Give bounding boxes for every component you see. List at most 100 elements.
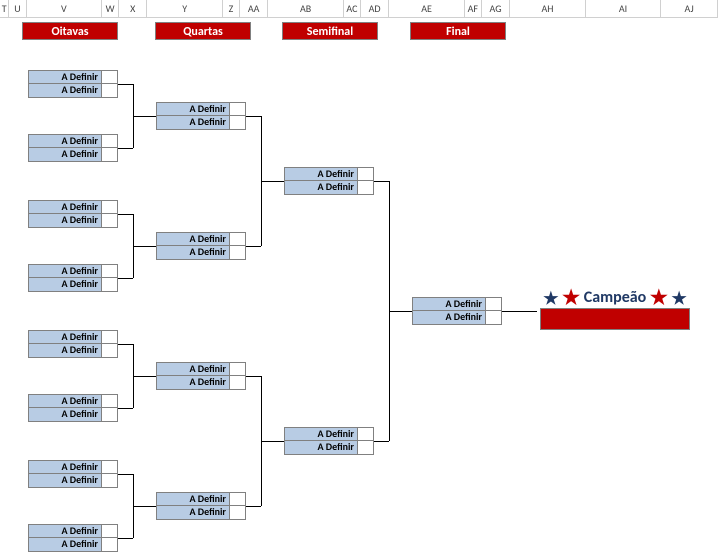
stage-header-quartas: Quartas bbox=[155, 22, 251, 40]
col-header-AF: AF bbox=[465, 0, 482, 17]
champion-box[interactable] bbox=[540, 308, 690, 330]
match-r16-3-team1[interactable]: A Definir bbox=[28, 264, 102, 278]
match-r16-7-score2[interactable] bbox=[102, 538, 118, 552]
conn-r16-qf-2-s1 bbox=[118, 344, 133, 345]
col-header-V: V bbox=[27, 0, 103, 17]
match-sf-0-team2[interactable]: A Definir bbox=[284, 181, 358, 195]
match-r16-5-team2[interactable]: A Definir bbox=[28, 408, 102, 422]
stage-header-semifinal: Semifinal bbox=[282, 22, 378, 40]
match-r16-0: A DefinirA Definir bbox=[28, 70, 118, 98]
match-r16-2-score1[interactable] bbox=[102, 200, 118, 214]
match-r16-6-score2[interactable] bbox=[102, 474, 118, 488]
match-qf-0-score1[interactable] bbox=[230, 102, 246, 116]
match-qf-3-score2[interactable] bbox=[230, 506, 246, 520]
conn-f-champ bbox=[502, 311, 537, 312]
match-r16-3-score1[interactable] bbox=[102, 264, 118, 278]
conn-sf-f-0-s1 bbox=[374, 181, 389, 182]
match-f-0-score2[interactable] bbox=[486, 311, 502, 325]
match-r16-5-team1[interactable]: A Definir bbox=[28, 394, 102, 408]
col-header-X: X bbox=[119, 0, 147, 17]
match-qf-2: A DefinirA Definir bbox=[156, 362, 246, 390]
match-sf-1-score1[interactable] bbox=[358, 427, 374, 441]
match-qf-1: A DefinirA Definir bbox=[156, 232, 246, 260]
match-r16-4-score1[interactable] bbox=[102, 330, 118, 344]
match-qf-0-team2[interactable]: A Definir bbox=[156, 116, 230, 130]
match-r16-2-score2[interactable] bbox=[102, 214, 118, 228]
match-r16-5: A DefinirA Definir bbox=[28, 394, 118, 422]
match-sf-1-team2[interactable]: A Definir bbox=[284, 441, 358, 455]
match-r16-4-team1[interactable]: A Definir bbox=[28, 330, 102, 344]
match-qf-2-score2[interactable] bbox=[230, 376, 246, 390]
match-r16-7-team2[interactable]: A Definir bbox=[28, 538, 102, 552]
match-sf-1: A DefinirA Definir bbox=[284, 427, 374, 455]
conn-r16-qf-0-s1 bbox=[118, 84, 133, 85]
match-qf-3-team1[interactable]: A Definir bbox=[156, 492, 230, 506]
match-r16-7: A DefinirA Definir bbox=[28, 524, 118, 552]
conn-r16-qf-0-s2 bbox=[118, 148, 133, 149]
match-sf-0-team1[interactable]: A Definir bbox=[284, 167, 358, 181]
match-qf-3-score1[interactable] bbox=[230, 492, 246, 506]
match-r16-1-team2[interactable]: A Definir bbox=[28, 148, 102, 162]
match-r16-2-team1[interactable]: A Definir bbox=[28, 200, 102, 214]
match-r16-1-score2[interactable] bbox=[102, 148, 118, 162]
match-sf-1-score2[interactable] bbox=[358, 441, 374, 455]
match-r16-0-team1[interactable]: A Definir bbox=[28, 70, 102, 84]
match-sf-0-score1[interactable] bbox=[358, 167, 374, 181]
conn-r16-qf-1-h bbox=[133, 246, 156, 247]
match-qf-0-team1[interactable]: A Definir bbox=[156, 102, 230, 116]
conn-r16-qf-3-h bbox=[133, 506, 156, 507]
match-r16-4: A DefinirA Definir bbox=[28, 330, 118, 358]
match-r16-6-team2[interactable]: A Definir bbox=[28, 474, 102, 488]
match-r16-4-team2[interactable]: A Definir bbox=[28, 344, 102, 358]
match-r16-0-team2[interactable]: A Definir bbox=[28, 84, 102, 98]
match-r16-3-team2[interactable]: A Definir bbox=[28, 278, 102, 292]
match-r16-4-score2[interactable] bbox=[102, 344, 118, 358]
match-qf-1-score2[interactable] bbox=[230, 246, 246, 260]
match-r16-2-team2[interactable]: A Definir bbox=[28, 214, 102, 228]
match-sf-0: A DefinirA Definir bbox=[284, 167, 374, 195]
match-r16-7-team1[interactable]: A Definir bbox=[28, 524, 102, 538]
col-header-U: U bbox=[9, 0, 26, 17]
match-r16-5-score1[interactable] bbox=[102, 394, 118, 408]
match-r16-5-score2[interactable] bbox=[102, 408, 118, 422]
match-r16-6: A DefinirA Definir bbox=[28, 460, 118, 488]
match-qf-2-team2[interactable]: A Definir bbox=[156, 376, 230, 390]
match-r16-0-score1[interactable] bbox=[102, 70, 118, 84]
match-qf-2-score1[interactable] bbox=[230, 362, 246, 376]
conn-r16-qf-3-s2 bbox=[118, 538, 133, 539]
match-qf-3: A DefinirA Definir bbox=[156, 492, 246, 520]
col-header-AJ: AJ bbox=[661, 0, 718, 17]
match-qf-1-team2[interactable]: A Definir bbox=[156, 246, 230, 260]
col-header-AD: AD bbox=[361, 0, 389, 17]
col-header-W: W bbox=[102, 0, 119, 17]
column-headers: TUVWXYZAAABACADAEAFAGAHAIAJ bbox=[0, 0, 718, 18]
match-r16-1: A DefinirA Definir bbox=[28, 134, 118, 162]
match-f-0-team2[interactable]: A Definir bbox=[412, 311, 486, 325]
match-qf-3-team2[interactable]: A Definir bbox=[156, 506, 230, 520]
match-r16-1-score1[interactable] bbox=[102, 134, 118, 148]
match-f-0-team1[interactable]: A Definir bbox=[412, 297, 486, 311]
match-r16-6-team1[interactable]: A Definir bbox=[28, 460, 102, 474]
match-r16-0-score2[interactable] bbox=[102, 84, 118, 98]
match-qf-1-team1[interactable]: A Definir bbox=[156, 232, 230, 246]
match-r16-2: A DefinirA Definir bbox=[28, 200, 118, 228]
stage-header-oitavas: Oitavas bbox=[22, 22, 118, 40]
match-r16-3-score2[interactable] bbox=[102, 278, 118, 292]
col-header-AH: AH bbox=[510, 0, 586, 17]
match-qf-0-score2[interactable] bbox=[230, 116, 246, 130]
match-sf-0-score2[interactable] bbox=[358, 181, 374, 195]
col-header-AE: AE bbox=[389, 0, 465, 17]
conn-r16-qf-2-h bbox=[133, 376, 156, 377]
conn-r16-qf-1-s2 bbox=[118, 278, 133, 279]
conn-qf-sf-1-h bbox=[261, 441, 284, 442]
conn-qf-sf-1-s2 bbox=[246, 506, 261, 507]
match-r16-7-score1[interactable] bbox=[102, 524, 118, 538]
match-qf-2-team1[interactable]: A Definir bbox=[156, 362, 230, 376]
match-sf-1-team1[interactable]: A Definir bbox=[284, 427, 358, 441]
match-r16-6-score1[interactable] bbox=[102, 460, 118, 474]
match-qf-1-score1[interactable] bbox=[230, 232, 246, 246]
match-r16-1-team1[interactable]: A Definir bbox=[28, 134, 102, 148]
match-f-0-score1[interactable] bbox=[486, 297, 502, 311]
col-header-Y: Y bbox=[147, 0, 223, 17]
conn-qf-sf-1-s1 bbox=[246, 376, 261, 377]
